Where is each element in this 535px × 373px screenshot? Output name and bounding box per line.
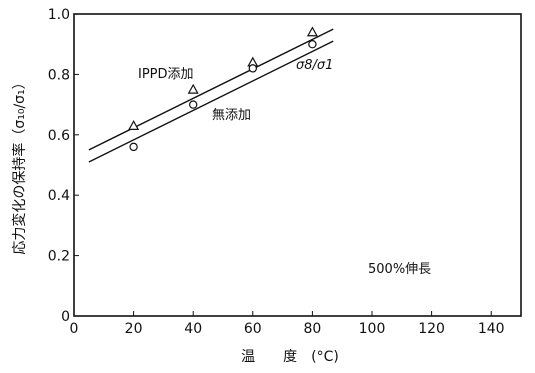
x-tick-label: 80 [303, 321, 321, 337]
y-tick-label: 0.4 [48, 188, 70, 204]
axis-ticks: 0 20 40 60 80 100 120 140 0 0.2 0.4 0.6 0.8 1.0 [48, 7, 505, 337]
y-axis-label: 応力変化の保持率（σ₁₀/σ₁） [11, 75, 28, 254]
circle-point [248, 64, 257, 73]
plot-frame [73, 13, 522, 317]
x-tick-label: 60 [244, 321, 262, 337]
x-tick-label: 0 [70, 321, 79, 337]
y-tick-label: 0.6 [48, 128, 70, 144]
circle-point [129, 142, 138, 152]
triangle-point [187, 83, 199, 94]
y-tick-label: 1.0 [48, 7, 70, 23]
x-tick-label: 20 [125, 321, 143, 337]
x-tick-label: 120 [418, 321, 445, 337]
circle-point [188, 100, 198, 109]
y-tick-label: 0.8 [48, 67, 70, 83]
y-tick-label: 0.2 [48, 249, 70, 265]
x-axis-label: 温 度 (°C) [241, 349, 339, 365]
triangle-point [128, 120, 140, 130]
annotation-condition: 500%伸長 [368, 262, 431, 277]
annotation-ratio: σ8/σ1 [296, 58, 333, 73]
x-tick-label: 40 [184, 321, 202, 337]
trend-lines [88, 28, 334, 163]
trend-line-1 [88, 40, 334, 163]
data-points [128, 26, 318, 152]
annotation-none: 無添加 [212, 108, 251, 123]
x-tick-label: 100 [359, 321, 386, 337]
circle-point [308, 40, 317, 49]
annotation-ippd: IPPD添加 [138, 67, 194, 82]
x-tick-label: 140 [478, 321, 505, 337]
trend-line-0 [88, 28, 334, 151]
triangle-point [306, 26, 318, 37]
y-tick-label: 0 [61, 309, 70, 325]
